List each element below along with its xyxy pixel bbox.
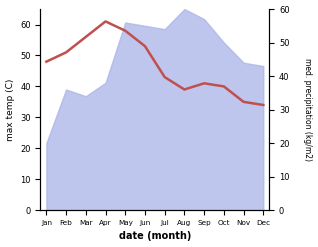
X-axis label: date (month): date (month) bbox=[119, 231, 191, 242]
Y-axis label: max temp (C): max temp (C) bbox=[5, 79, 15, 141]
Y-axis label: med. precipitation (kg/m2): med. precipitation (kg/m2) bbox=[303, 58, 313, 161]
